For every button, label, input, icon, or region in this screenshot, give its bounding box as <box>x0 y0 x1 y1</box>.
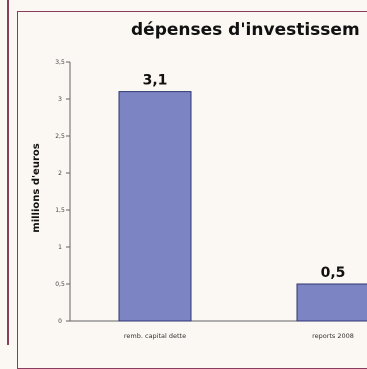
y-tick-label: 0 <box>58 318 62 325</box>
bar <box>296 283 367 322</box>
bar-group <box>118 91 367 322</box>
y-tick-group: 0 0,5 1 1,5 2 2,5 3 3,5 <box>55 59 70 325</box>
y-tick-label: 2 <box>58 170 62 177</box>
y-tick-label: 3 <box>58 96 62 103</box>
chart-title: dépenses d'investissem <box>131 20 360 40</box>
y-tick-label: 1 <box>58 244 62 251</box>
y-tick-label: 0,5 <box>55 281 65 288</box>
category-label-group: remb. capital dette reports 2008 <box>124 332 354 340</box>
data-label-group: 3,1 0,5 <box>143 73 346 281</box>
category-label: reports 2008 <box>312 332 354 340</box>
data-label: 0,5 <box>321 265 346 281</box>
y-tick-label: 1,5 <box>55 207 65 214</box>
y-tick-label: 3,5 <box>55 59 65 66</box>
category-label: remb. capital dette <box>124 332 186 340</box>
y-tick-label: 2,5 <box>55 133 65 140</box>
y-axis-label: millions d'euros <box>31 143 42 232</box>
bar <box>118 91 192 322</box>
data-label: 3,1 <box>143 73 168 89</box>
left-border-rule <box>7 0 9 345</box>
